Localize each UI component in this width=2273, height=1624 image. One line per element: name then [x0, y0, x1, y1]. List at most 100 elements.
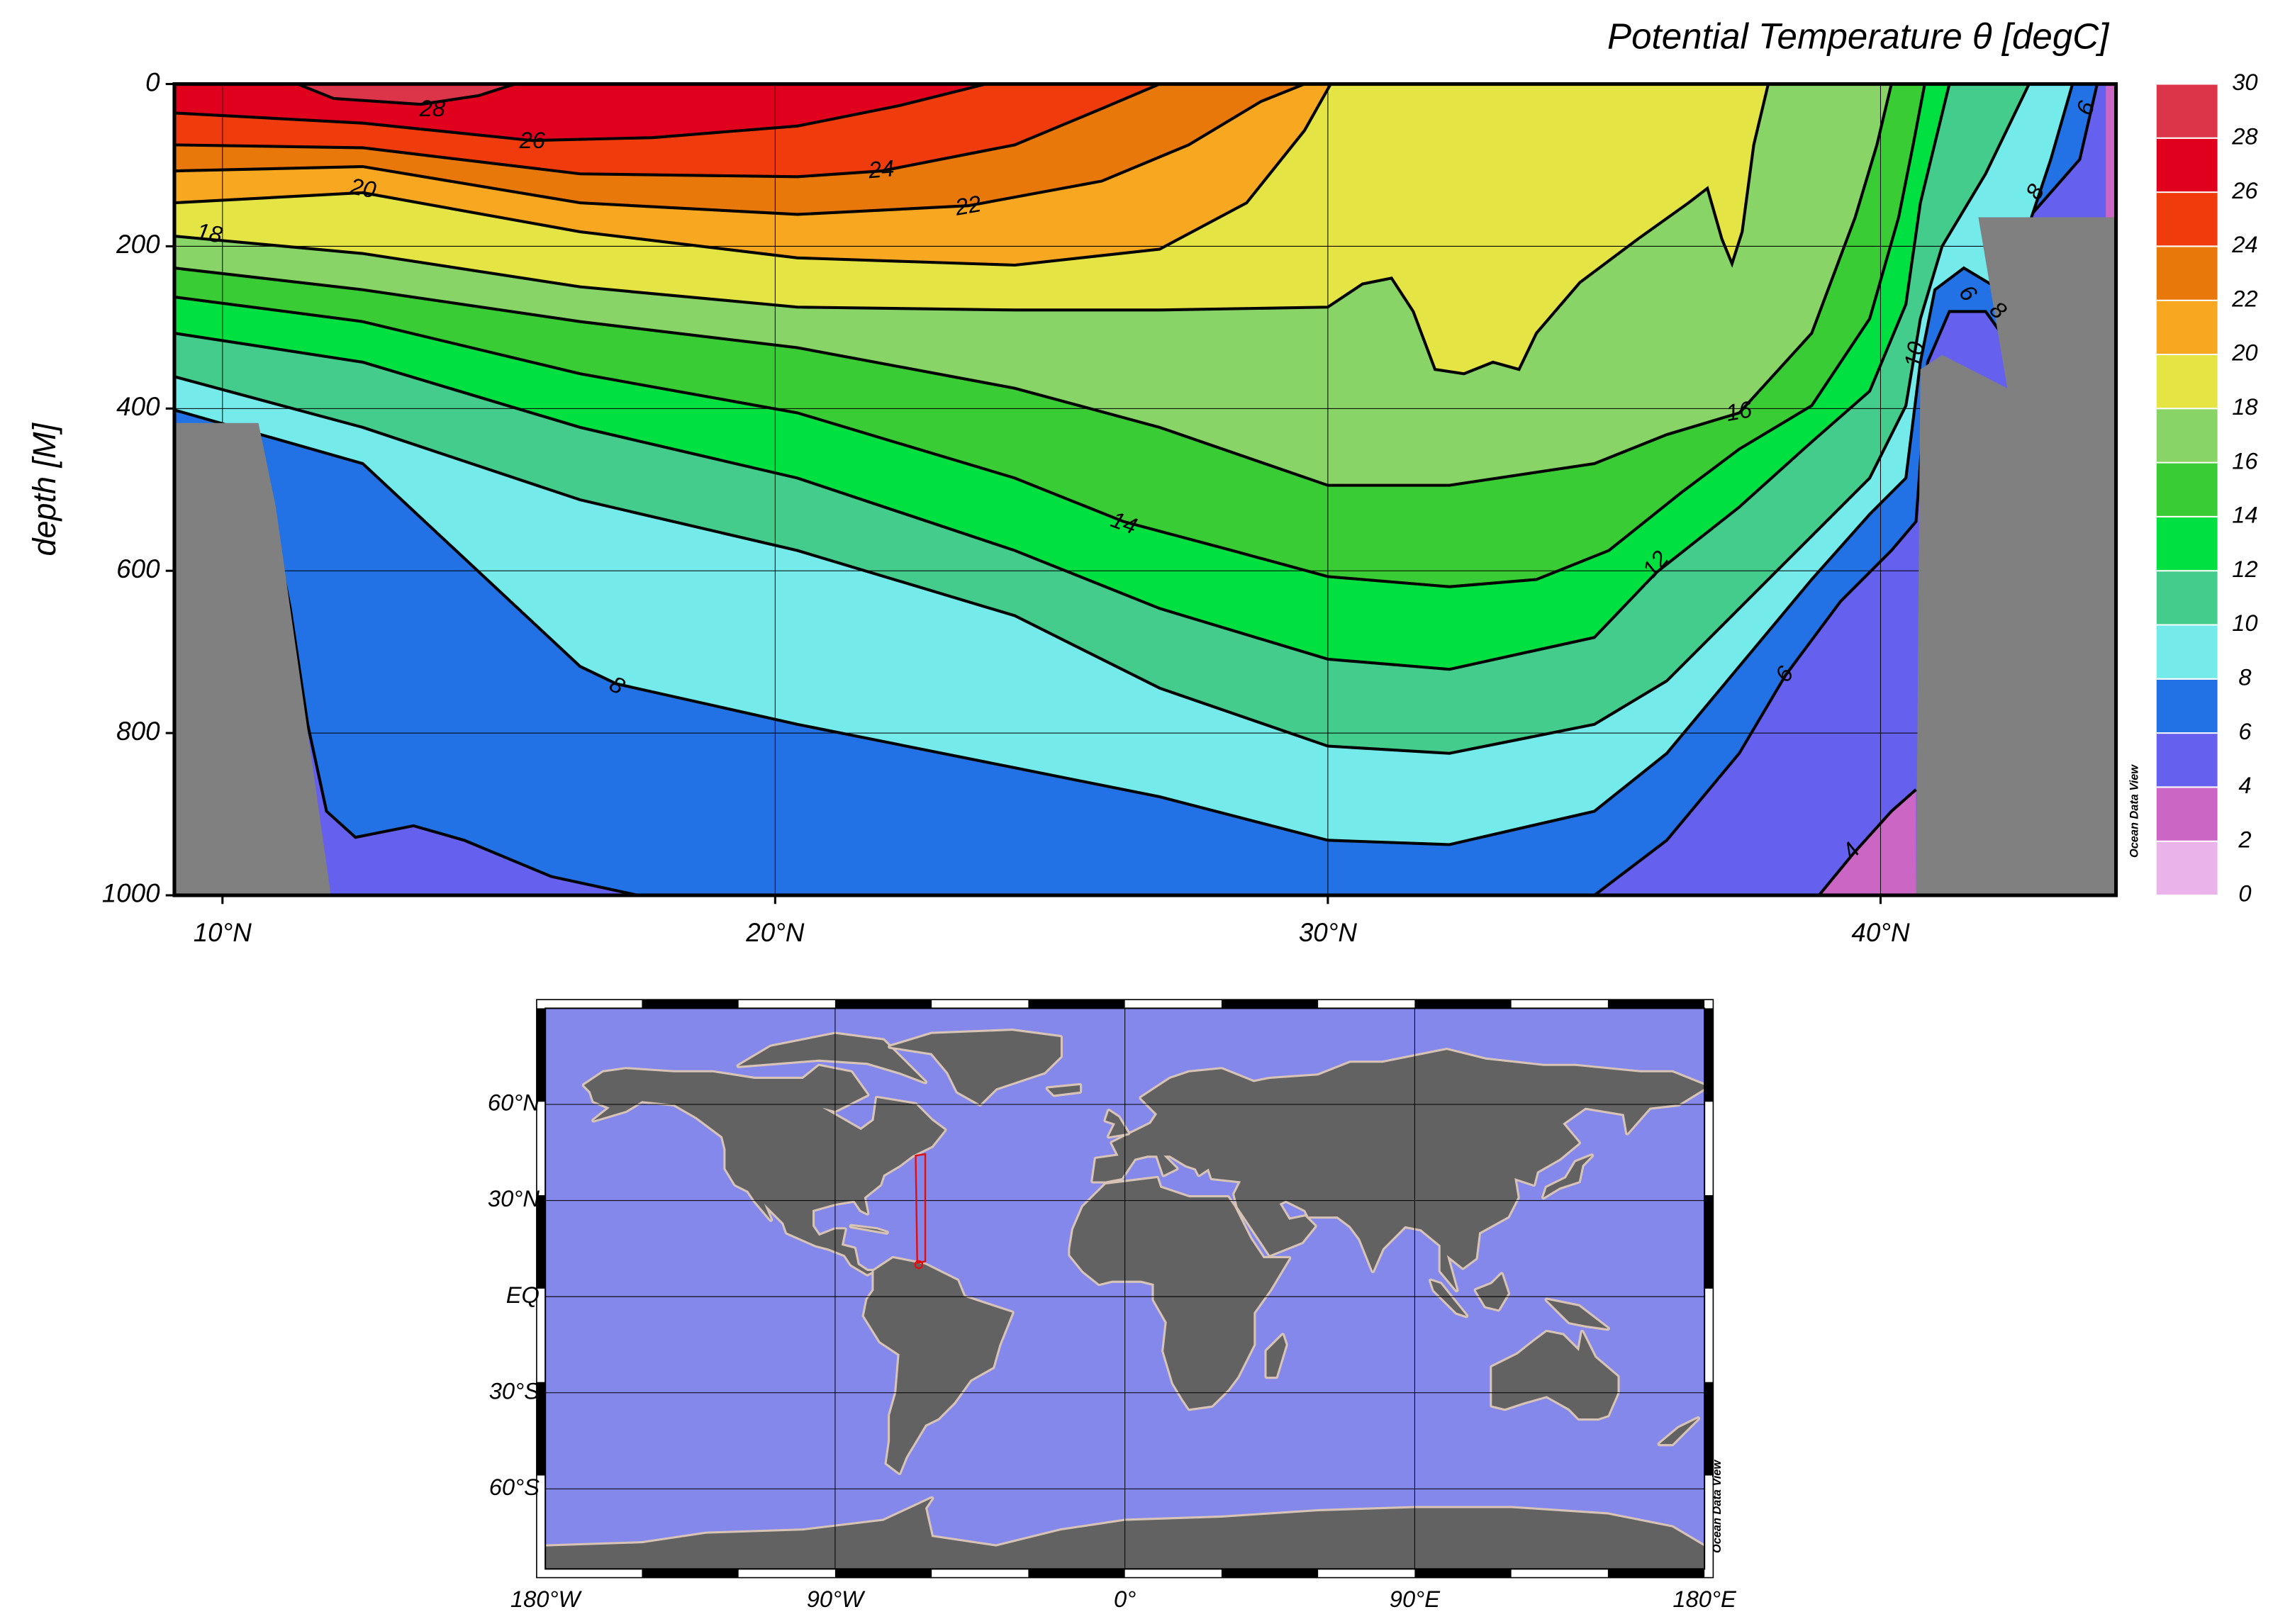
border-block [642, 999, 739, 1009]
colorbar-band [2156, 787, 2218, 841]
colorbar-band [2156, 625, 2218, 679]
land [861, 1255, 1015, 1475]
contour-line [174, 84, 1770, 376]
plot-frame [172, 82, 2118, 897]
contour-line [296, 84, 515, 106]
colorbar-label: 4 [2238, 772, 2251, 798]
colorbar-label: 26 [2231, 177, 2258, 203]
colorbar-band [2156, 354, 2218, 409]
chart-title: Potential Temperature θ [degC] [1607, 16, 2110, 57]
border-block [1221, 1569, 1319, 1578]
land [888, 1029, 1063, 1107]
colorbar-label: 10 [2232, 610, 2257, 636]
x-tick-label: 0° [1114, 1586, 1136, 1612]
colorbar-band [2156, 138, 2218, 193]
land [1473, 1272, 1511, 1312]
watermark: Ocean Data View [2128, 764, 2140, 858]
border-block [1704, 1382, 1714, 1476]
colorbar-label: 12 [2232, 556, 2257, 582]
y-tick-label: 200 [116, 230, 160, 259]
contour-line [174, 84, 1332, 267]
contour-line [174, 84, 2074, 846]
land [1103, 1109, 1131, 1139]
contour-line [267, 499, 639, 896]
contour-line [174, 84, 1305, 216]
colorbar-band [2156, 678, 2218, 734]
border-block [1414, 1569, 1512, 1578]
border-block [1704, 1008, 1714, 1102]
y-tick-label: 30°N [488, 1185, 540, 1211]
contour-line [1818, 788, 1917, 896]
x-tick-label: 30°N [1299, 918, 1358, 947]
land [1657, 1416, 1701, 1447]
topography [1916, 217, 2116, 896]
border-block [536, 1008, 546, 1102]
colorbar-band [2156, 300, 2218, 355]
land [1429, 1278, 1469, 1318]
colorbar-label: 18 [2232, 393, 2257, 420]
colorbar-label: 8 [2238, 663, 2251, 690]
colorbar-label: 16 [2232, 447, 2258, 474]
border-block [1607, 1569, 1705, 1578]
y-tick-label: 60°S [489, 1474, 540, 1500]
x-tick-label: 40°N [1851, 918, 1910, 947]
band-fill [2106, 84, 2116, 218]
colorbar-band [2156, 462, 2218, 517]
border-block [1704, 1195, 1714, 1289]
y-tick-label: EQ [506, 1282, 540, 1308]
x-tick-label: 20°N [745, 918, 805, 947]
border-block [536, 1382, 546, 1476]
topography [174, 422, 331, 896]
contour-label: 18 [194, 218, 224, 248]
x-tick-label: 90°W [807, 1586, 866, 1612]
y-tick-label: 60°N [488, 1090, 540, 1116]
land [849, 1223, 889, 1235]
contour-line [174, 84, 2031, 755]
border-block [1221, 999, 1319, 1009]
land [1264, 1333, 1288, 1379]
colorbar-band [2156, 246, 2218, 301]
y-axis-label: depth [M] [26, 422, 62, 556]
contour-label: 28 [419, 95, 445, 121]
band-fill [1819, 789, 1916, 896]
contour-label: 20 [347, 172, 378, 203]
land [1090, 1048, 1705, 1293]
border-block [536, 1195, 546, 1289]
watermark: Ocean Data View [1711, 1460, 1724, 1553]
colorbar-band [2156, 841, 2218, 896]
colorbar-band [2156, 408, 2218, 463]
contour-line [174, 84, 986, 142]
land [1541, 1153, 1595, 1200]
y-tick-label: 1000 [102, 879, 160, 908]
x-tick-label: 10°N [194, 918, 252, 947]
colorbar-label: 24 [2231, 231, 2257, 257]
border-block [1028, 1569, 1125, 1578]
colorbar-label: 0 [2238, 880, 2251, 907]
colorbar-label: 2 [2238, 826, 2251, 852]
contour-label: 22 [952, 190, 983, 220]
y-tick-label: 30°S [489, 1377, 540, 1404]
colorbar-label: 30 [2232, 69, 2257, 95]
border-block [1414, 999, 1512, 1009]
border-outline [536, 999, 1714, 1579]
x-tick-label: 90°E [1390, 1586, 1441, 1612]
contour-label: 26 [519, 127, 546, 153]
contour-line [174, 84, 1926, 588]
colorbar-band [2156, 733, 2218, 788]
colorbar-band [2156, 571, 2218, 625]
contour-line [174, 84, 1951, 671]
contour-label: 10 [1899, 340, 1929, 369]
section-track [915, 1153, 927, 1264]
colorbar-label: 22 [2231, 285, 2257, 311]
colorbar-label: 28 [2231, 123, 2257, 149]
y-tick-label: 600 [116, 554, 160, 583]
map-plot: 180°W 90°W 0° 90°E 180°E 60°N 30°N EQ 30°S 60°S Oc… [488, 999, 1737, 1612]
contour-line [174, 84, 1161, 179]
land [1045, 1082, 1083, 1097]
x-tick-label: 180°W [510, 1586, 583, 1612]
contour-line [174, 84, 1893, 487]
border-block [834, 1569, 932, 1578]
